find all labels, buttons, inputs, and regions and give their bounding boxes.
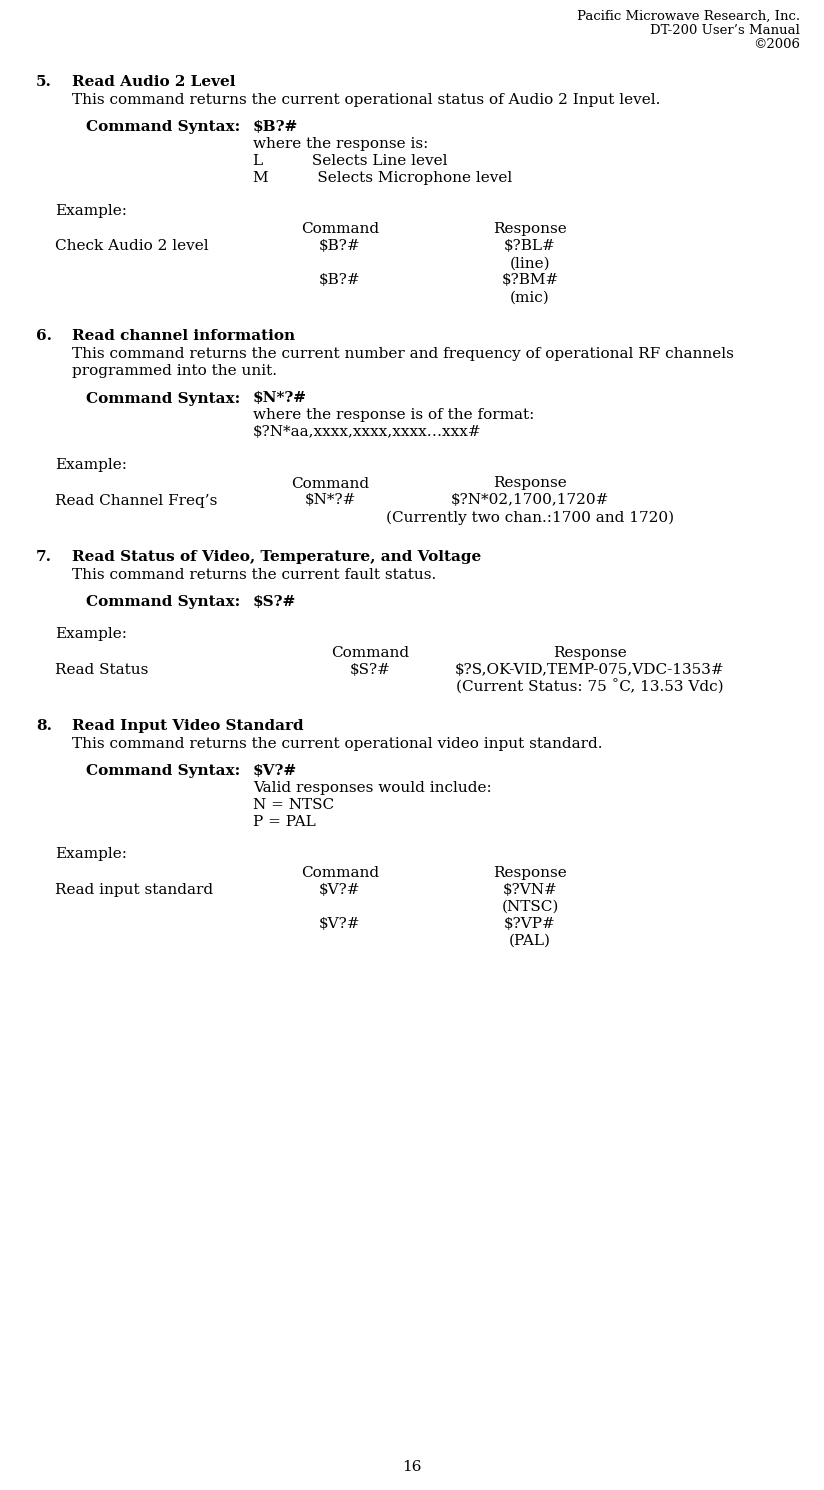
Text: Valid responses would include:: Valid responses would include: (253, 781, 492, 796)
Text: Command Syntax:: Command Syntax: (86, 392, 240, 405)
Text: where the response is of the format:: where the response is of the format: (253, 408, 535, 423)
Text: Command: Command (291, 477, 369, 490)
Text: This command returns the current fault status.: This command returns the current fault s… (72, 568, 436, 581)
Text: $V?#: $V?# (319, 918, 361, 931)
Text: Response: Response (493, 222, 567, 237)
Text: Check Audio 2 level: Check Audio 2 level (55, 240, 208, 253)
Text: programmed into the unit.: programmed into the unit. (72, 364, 277, 378)
Text: Example:: Example: (55, 627, 127, 641)
Text: $V?#: $V?# (319, 884, 361, 897)
Text: $N*?#: $N*?# (304, 493, 356, 508)
Text: DT-200 User’s Manual: DT-200 User’s Manual (650, 24, 800, 37)
Text: $?VN#: $?VN# (503, 884, 557, 897)
Text: $S?#: $S?# (349, 663, 391, 676)
Text: Command: Command (301, 866, 379, 881)
Text: Read Channel Freq’s: Read Channel Freq’s (55, 493, 218, 508)
Text: $S?#: $S?# (253, 595, 297, 609)
Text: Read input standard: Read input standard (55, 884, 213, 897)
Text: Example:: Example: (55, 457, 127, 472)
Text: ©2006: ©2006 (753, 39, 800, 51)
Text: Response: Response (493, 477, 567, 490)
Text: Read Status: Read Status (55, 663, 148, 676)
Text: 7.: 7. (36, 550, 52, 563)
Text: where the response is:: where the response is: (253, 137, 428, 150)
Text: $N*?#: $N*?# (253, 392, 307, 405)
Text: $V?#: $V?# (253, 764, 297, 778)
Text: 5.: 5. (36, 74, 52, 89)
Text: This command returns the current operational video input standard.: This command returns the current operati… (72, 738, 602, 751)
Text: (Current Status: 75 ˚C, 13.53 Vdc): (Current Status: 75 ˚C, 13.53 Vdc) (456, 679, 723, 694)
Text: M          Selects Microphone level: M Selects Microphone level (253, 171, 513, 185)
Text: Command Syntax:: Command Syntax: (86, 764, 240, 778)
Text: Command: Command (331, 645, 409, 660)
Text: (line): (line) (510, 256, 550, 270)
Text: N = NTSC: N = NTSC (253, 799, 334, 812)
Text: Command Syntax:: Command Syntax: (86, 595, 240, 609)
Text: (Currently two chan.:1700 and 1720): (Currently two chan.:1700 and 1720) (386, 511, 674, 524)
Text: $?N*02,1700,1720#: $?N*02,1700,1720# (451, 493, 609, 508)
Text: (PAL): (PAL) (509, 934, 551, 948)
Text: Example:: Example: (55, 204, 127, 218)
Text: This command returns the current operational status of Audio 2 Input level.: This command returns the current operati… (72, 92, 660, 107)
Text: $?VP#: $?VP# (504, 918, 556, 931)
Text: P = PAL: P = PAL (253, 815, 316, 828)
Text: Response: Response (553, 645, 627, 660)
Text: $?N*aa,xxxx,xxxx,xxxx…xxx#: $?N*aa,xxxx,xxxx,xxxx…xxx# (253, 426, 481, 440)
Text: $?S,OK-VID,TEMP-075,VDC-1353#: $?S,OK-VID,TEMP-075,VDC-1353# (455, 663, 725, 676)
Text: Read Audio 2 Level: Read Audio 2 Level (72, 74, 236, 89)
Text: Command Syntax:: Command Syntax: (86, 121, 240, 134)
Text: Command: Command (301, 222, 379, 237)
Text: $B?#: $B?# (319, 240, 361, 253)
Text: $?BL#: $?BL# (504, 240, 556, 253)
Text: 6.: 6. (36, 329, 52, 343)
Text: (mic): (mic) (510, 291, 550, 304)
Text: $B?#: $B?# (253, 121, 298, 134)
Text: Read channel information: Read channel information (72, 329, 295, 343)
Text: L          Selects Line level: L Selects Line level (253, 153, 447, 168)
Text: Response: Response (493, 866, 567, 881)
Text: $?BM#: $?BM# (501, 273, 559, 288)
Text: Read Status of Video, Temperature, and Voltage: Read Status of Video, Temperature, and V… (72, 550, 481, 563)
Text: Example:: Example: (55, 848, 127, 861)
Text: This command returns the current number and frequency of operational RF channels: This command returns the current number … (72, 347, 734, 361)
Text: (NTSC): (NTSC) (501, 900, 559, 913)
Text: 16: 16 (402, 1460, 422, 1474)
Text: Pacific Microwave Research, Inc.: Pacific Microwave Research, Inc. (577, 10, 800, 22)
Text: $B?#: $B?# (319, 273, 361, 288)
Text: 8.: 8. (36, 718, 52, 733)
Text: Read Input Video Standard: Read Input Video Standard (72, 718, 303, 733)
